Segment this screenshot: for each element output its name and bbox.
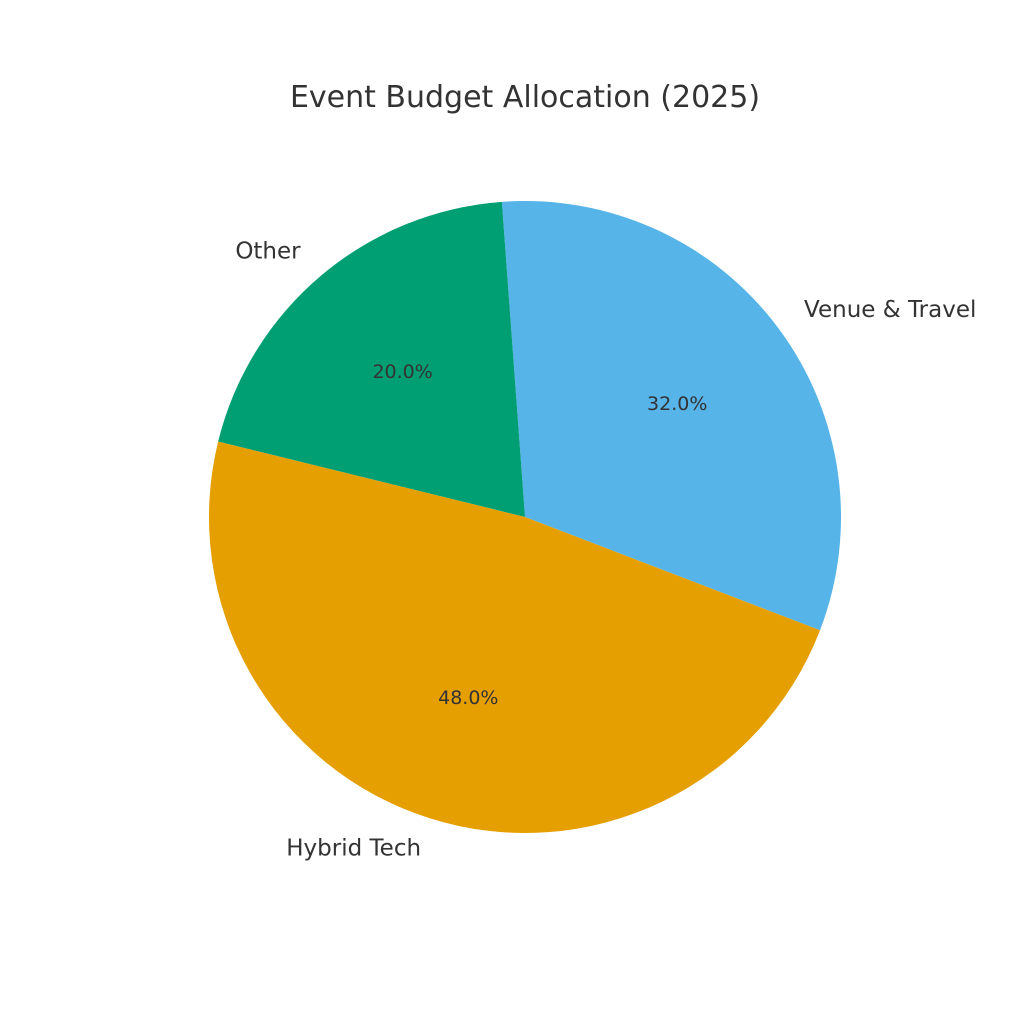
- pie-slice-venue-travel: [501, 201, 841, 631]
- pie-slices: [208, 201, 841, 833]
- pie-slice-other: [218, 201, 525, 517]
- chart-title: Event Budget Allocation (2025): [289, 80, 761, 115]
- pie-labels: 32.0% Venue & Travel 20.0% Other 48.0% Hybrid…: [235, 239, 976, 862]
- pie-slice-hybrid-tech: [208, 441, 821, 833]
- slice-category-label: Hybrid Tech: [286, 836, 421, 862]
- slice-category-label: Other: [235, 239, 301, 265]
- slice-percent-label: 48.0%: [438, 687, 498, 709]
- slice-percent-label: 32.0%: [647, 393, 707, 415]
- slice-category-label: Venue & Travel: [804, 297, 976, 323]
- slice-percent-label: 20.0%: [372, 361, 432, 383]
